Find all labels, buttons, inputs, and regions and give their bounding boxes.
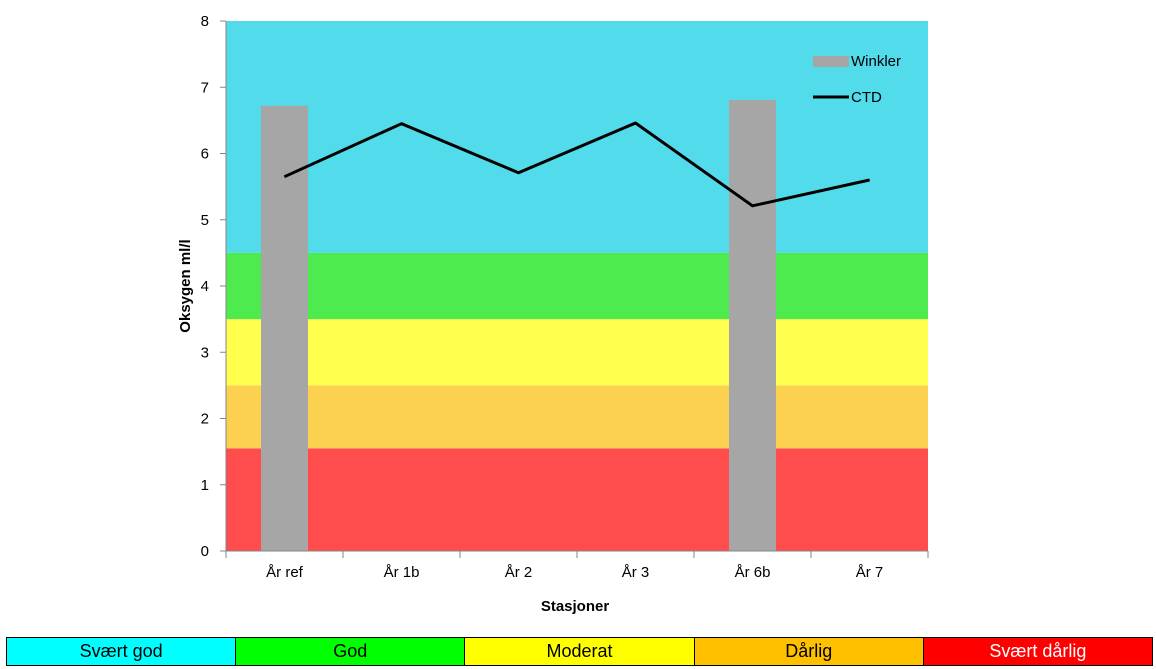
classification-legend-bar: Svært god God Moderat Dårlig Svært dårlig [6, 637, 1153, 666]
x-tick-label: År 7 [856, 564, 884, 581]
ctd-point [401, 123, 402, 125]
x-tick-label: År 1b [384, 564, 420, 581]
x-tick-label: År ref [266, 564, 304, 581]
class-cell: Dårlig [694, 638, 924, 665]
y-tick-label: 8 [201, 13, 209, 30]
x-axis-title: Stasjoner [541, 598, 610, 615]
y-axis-title: Oksygen ml/l [177, 239, 194, 332]
ctd-point [635, 122, 636, 124]
legend-label-winkler: Winkler [851, 53, 901, 70]
winkler-bar [729, 99, 776, 552]
oxygen-chart: 0 1 2 3 4 5 6 7 8 År ref År 1b År 2 År 3 År 6b År 7 Wi… [177, 13, 929, 615]
band-3 [226, 252, 928, 320]
class-cell: Moderat [465, 638, 695, 665]
classification-bands [226, 21, 928, 551]
class-cell: Svært god [7, 638, 237, 665]
y-tick-label: 7 [201, 79, 209, 96]
x-tick-label: År 3 [622, 564, 650, 581]
x-tick-label: År 6b [735, 564, 771, 581]
ctd-line [283, 121, 870, 208]
ctd-point [752, 205, 753, 207]
band-4 [226, 21, 928, 253]
class-cell: God [236, 638, 466, 665]
y-tick-label: 0 [201, 543, 209, 560]
band-0 [226, 448, 928, 551]
x-tick-label: År 2 [505, 564, 533, 581]
y-tick-label: 4 [201, 278, 209, 295]
y-tick-label: 1 [201, 477, 209, 494]
band-2 [226, 319, 928, 386]
band-1 [226, 385, 928, 449]
ctd-point [869, 179, 870, 181]
ctd-point [284, 176, 285, 178]
y-tick-label: 2 [201, 411, 209, 428]
legend: Winkler CTD [813, 53, 901, 106]
y-tick-label: 6 [201, 146, 209, 163]
y-tick-label: 5 [201, 212, 209, 229]
winkler-bars [261, 99, 776, 552]
legend-swatch-winkler [813, 56, 849, 67]
legend-label-ctd: CTD [851, 89, 882, 106]
ctd-line-layer [283, 121, 870, 208]
class-cell: Svært dårlig [923, 638, 1153, 665]
winkler-bar [261, 105, 308, 552]
axes: 0 1 2 3 4 5 6 7 8 År ref År 1b År 2 År 3 År 6b År 7 [201, 13, 929, 581]
y-tick-label: 3 [201, 344, 209, 361]
ctd-point [518, 172, 519, 174]
